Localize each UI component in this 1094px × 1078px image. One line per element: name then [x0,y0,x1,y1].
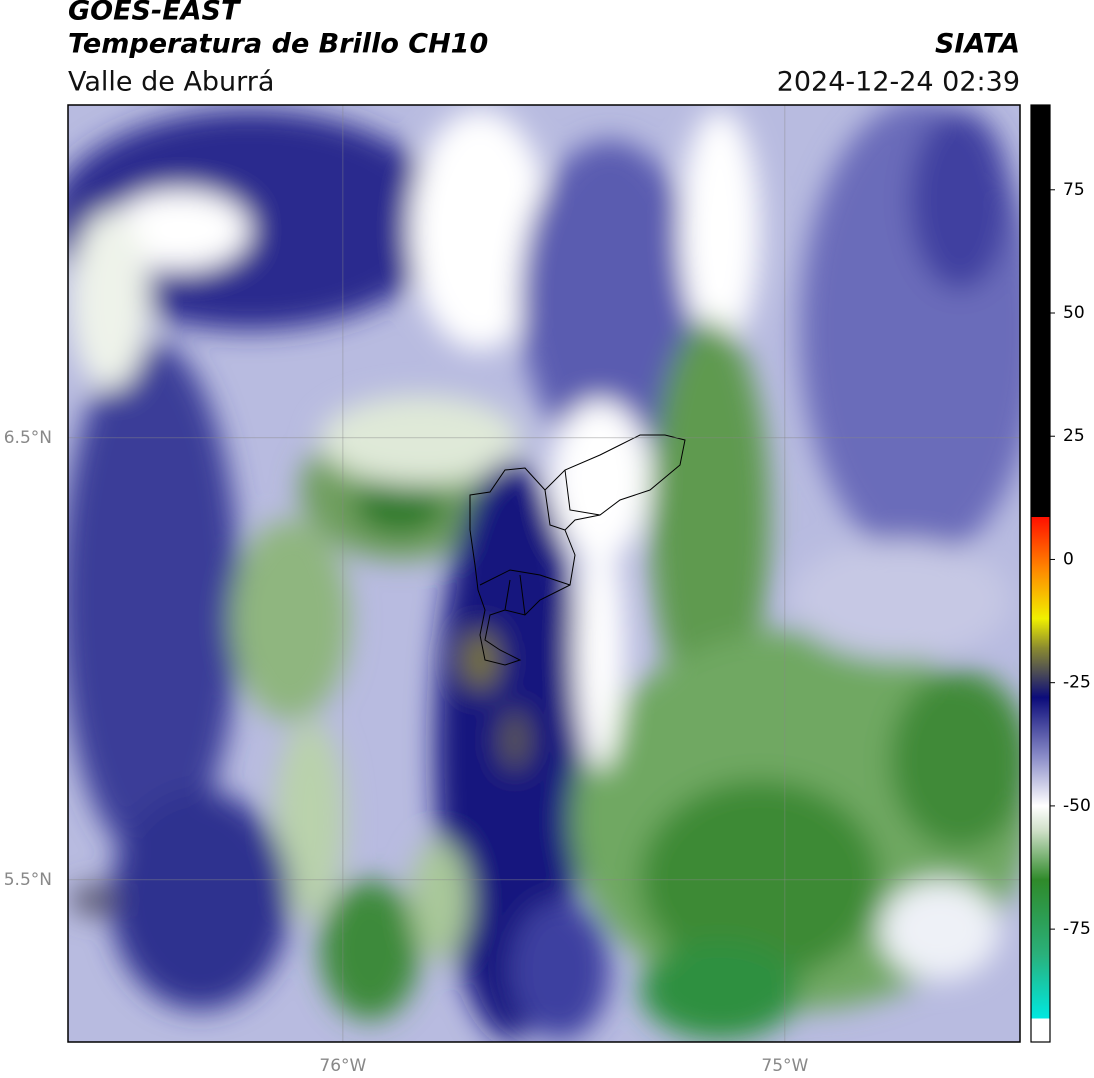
imagery [68,105,1020,1042]
colorbar [1030,104,1051,1043]
colorbar-tick-label: 25 [1063,426,1085,446]
colorbar-tick-label: -25 [1063,673,1091,693]
colorbar-tick-label: 0 [1063,549,1074,569]
timestamp: 2024-12-24 02:39 [777,67,1020,98]
colorbar-tick-label: -50 [1063,796,1091,816]
lat-tick-label: 5.5°N [4,870,52,890]
colorbar-tick-label: 50 [1063,303,1085,323]
lon-tick-label: 76°W [319,1056,366,1076]
colorbar-tick-label: -75 [1063,919,1091,939]
lat-tick-label: 6.5°N [4,428,52,448]
colorbar-tick-label: 75 [1063,180,1085,200]
lon-tick-label: 75°W [761,1056,808,1076]
subtitle: Temperatura de Brillo CH10 [68,29,488,60]
title: GOES-EAST [68,0,242,27]
source: SIATA [935,29,1020,60]
map-frame [67,104,1021,1043]
region: Valle de Aburrá [68,67,274,98]
valley-boundary [469,434,686,666]
